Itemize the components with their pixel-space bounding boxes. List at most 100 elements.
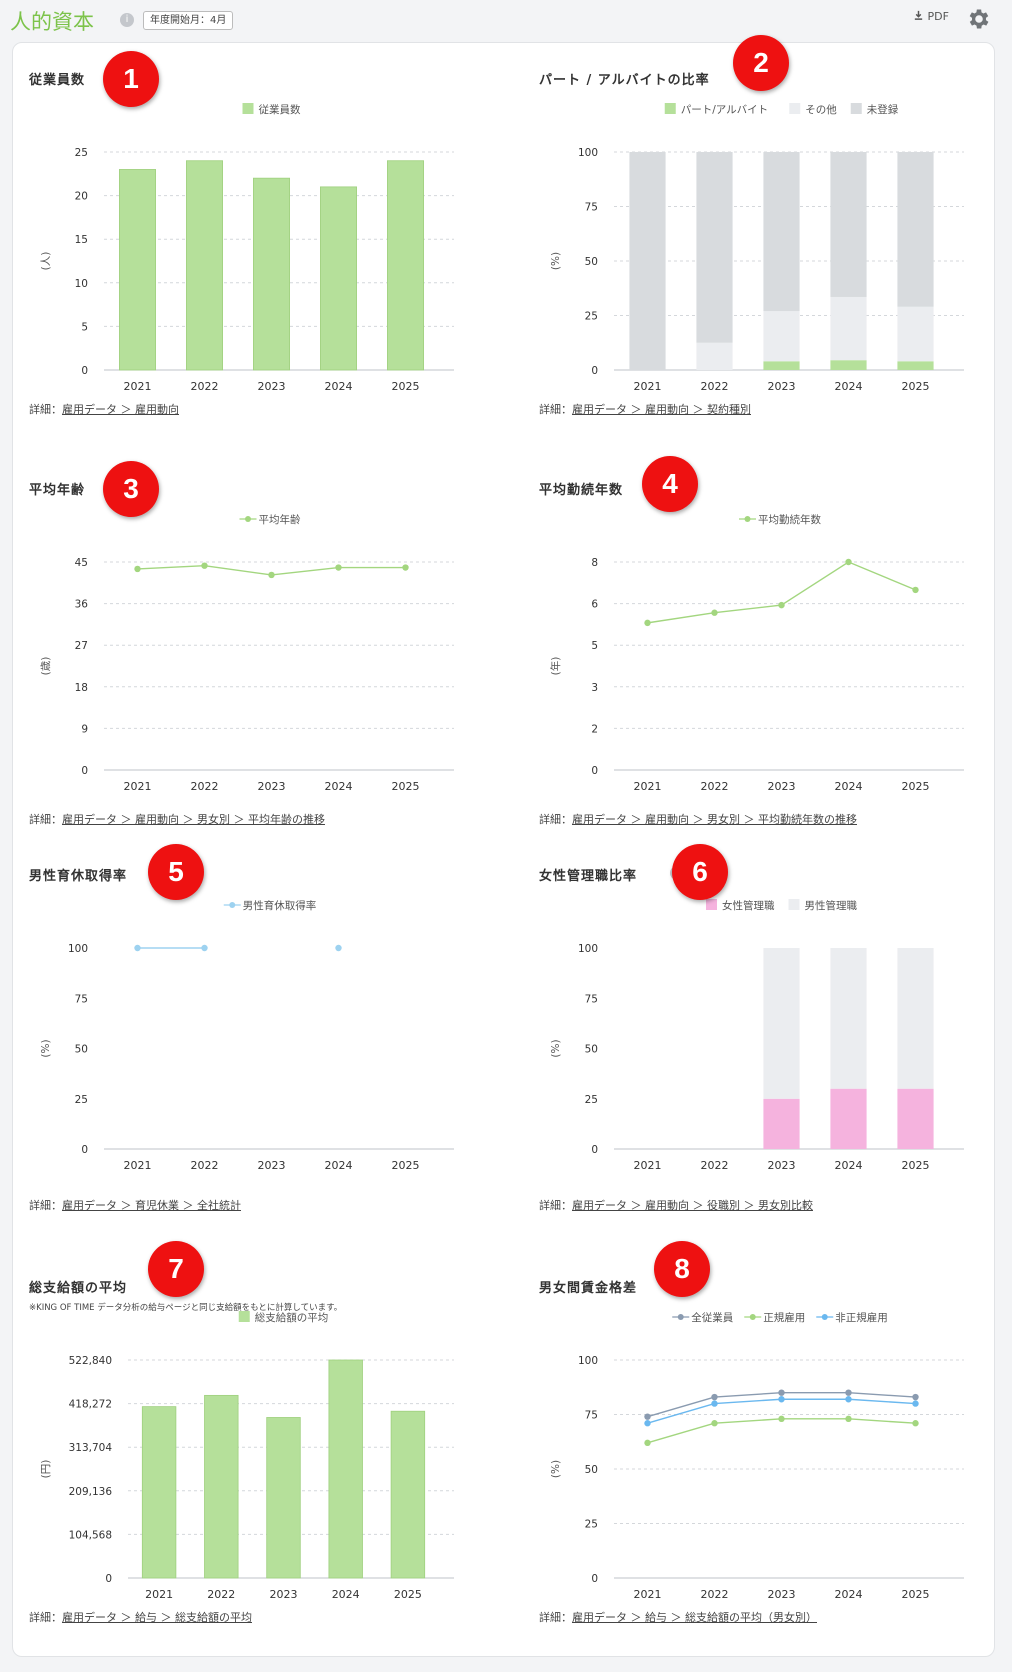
y-tick-label: 0 bbox=[105, 1573, 112, 1585]
y-tick-label: 5 bbox=[81, 321, 88, 333]
data-point bbox=[845, 1389, 852, 1396]
y-tick-label: 50 bbox=[585, 1044, 598, 1056]
gear-icon[interactable] bbox=[966, 6, 992, 32]
x-tick-label: 2024 bbox=[835, 1588, 863, 1601]
x-tick-label: 2023 bbox=[258, 1159, 286, 1172]
legend-label: パート/アルバイト bbox=[681, 104, 768, 116]
detail-link[interactable]: 雇用データ ＞ 雇用動向 ＞ 男女別 ＞ 平均勤続年数の推移 bbox=[572, 813, 857, 826]
data-point bbox=[845, 1396, 852, 1403]
detail-link[interactable]: 雇用データ ＞ 給与 ＞ 総支給額の平均 bbox=[62, 1611, 252, 1624]
x-tick-label: 2021 bbox=[634, 780, 662, 793]
data-point bbox=[268, 571, 275, 579]
legend-label: 従業員数 bbox=[259, 103, 301, 116]
legend-swatch bbox=[850, 103, 862, 114]
y-tick-label: 100 bbox=[578, 147, 598, 159]
x-tick-label: 2025 bbox=[902, 380, 930, 393]
pdf-download-button[interactable]: PDF bbox=[913, 10, 949, 23]
bar bbox=[328, 1359, 363, 1579]
y-tick-label: 10 bbox=[75, 278, 88, 290]
y-tick-label: 209,136 bbox=[69, 1486, 113, 1498]
x-tick-label: 2025 bbox=[394, 1588, 422, 1601]
x-tick-label: 2021 bbox=[634, 1159, 662, 1172]
panel-average-age: 平均年齢 平均年齢 45 36 27 18 9 0 (歳) 2021 2022 2023 2024 20… bbox=[29, 479, 489, 829]
bar bbox=[266, 1417, 301, 1579]
bar bbox=[320, 186, 357, 371]
legend-swatch bbox=[238, 1311, 250, 1322]
panel-title: パート / アルバイトの比率 bbox=[539, 73, 710, 88]
bar bbox=[696, 342, 733, 370]
bar bbox=[629, 152, 666, 370]
data-point bbox=[134, 944, 141, 952]
panel-average-total-pay: 総支給額の平均 ※KING OF TIME データ分析の給与ページと同じ支給額を… bbox=[29, 1277, 489, 1627]
y-axis-label: (%) bbox=[40, 1039, 52, 1057]
x-tick-label: 2021 bbox=[634, 380, 662, 393]
detail-prefix: 詳細： bbox=[539, 1199, 572, 1212]
y-axis-label: (年) bbox=[549, 657, 562, 676]
annotation-badge-2: 2 bbox=[733, 35, 789, 91]
x-tick-label: 2022 bbox=[207, 1588, 235, 1601]
data-point bbox=[711, 1400, 718, 1407]
legend-marker bbox=[749, 1314, 756, 1320]
detail-link[interactable]: 雇用データ ＞ 給与 ＞ 総支給額の平均（男女別） bbox=[572, 1611, 817, 1624]
bar bbox=[204, 1394, 239, 1579]
data-point bbox=[134, 565, 141, 573]
legend-marker bbox=[245, 516, 251, 522]
y-tick-label: 0 bbox=[591, 1144, 598, 1156]
bar bbox=[897, 361, 934, 370]
data-point bbox=[912, 1400, 919, 1407]
legend-marker bbox=[677, 1314, 684, 1320]
x-tick-label: 2021 bbox=[124, 1159, 152, 1172]
legend-marker bbox=[744, 516, 751, 522]
bar bbox=[763, 948, 800, 1099]
bar bbox=[830, 948, 867, 1089]
y-tick-label: 25 bbox=[585, 311, 598, 323]
y-tick-label: 6 bbox=[591, 599, 598, 611]
x-tick-label: 2025 bbox=[392, 780, 420, 793]
detail-link[interactable]: 雇用データ ＞ 雇用動向 ＞ 役職別 ＞ 男女別比較 bbox=[572, 1199, 813, 1212]
y-tick-label: 27 bbox=[75, 640, 88, 652]
detail-link[interactable]: 雇用データ ＞ 雇用動向 ＞ 男女別 ＞ 平均年齢の推移 bbox=[62, 813, 325, 826]
data-point bbox=[644, 1439, 651, 1447]
y-tick-label: 75 bbox=[585, 202, 598, 214]
y-tick-label: 18 bbox=[75, 682, 88, 694]
y-tick-label: 25 bbox=[75, 147, 88, 159]
y-axis-label: (%) bbox=[550, 252, 562, 270]
y-tick-label: 36 bbox=[75, 599, 89, 611]
y-axis-label: (人) bbox=[40, 252, 52, 271]
bar bbox=[830, 1088, 867, 1149]
data-point bbox=[201, 562, 208, 569]
x-tick-label: 2025 bbox=[392, 380, 420, 393]
series-line bbox=[647, 1418, 916, 1444]
data-point bbox=[778, 1396, 785, 1403]
data-point bbox=[201, 944, 208, 952]
legend-marker bbox=[229, 902, 236, 908]
y-axis-label: (円) bbox=[40, 1460, 52, 1479]
y-tick-label: 25 bbox=[75, 1094, 88, 1106]
panel-note: ※KING OF TIME データ分析の給与ページと同じ支給額をもとに計算してい… bbox=[29, 1303, 343, 1313]
detail-link[interactable]: 雇用データ ＞ 育児休業 ＞ 全社統計 bbox=[62, 1199, 241, 1212]
legend-label: 非正規雇用 bbox=[835, 1311, 888, 1324]
detail-line: 詳細：雇用データ ＞ 給与 ＞ 総支給額の平均（男女別） bbox=[539, 1609, 817, 1625]
bar bbox=[763, 152, 800, 312]
bar bbox=[897, 1088, 934, 1149]
info-icon[interactable]: i bbox=[120, 13, 134, 27]
average-total-pay-chart: 総支給額の平均 522,840 418,272 313,704 209,136 104,5… bbox=[40, 1311, 454, 1601]
female-manager-ratio-chart: 女性管理職 男性管理職 100 75 50 25 0 (%) 2021 2022 2023 2024 2… bbox=[550, 899, 964, 1172]
pdf-label: PDF bbox=[927, 10, 949, 23]
legend-label: その他 bbox=[805, 103, 837, 116]
legend-label: 正規雇用 bbox=[763, 1311, 805, 1324]
legend-label: 全従業員 bbox=[691, 1311, 733, 1324]
detail-link[interactable]: 雇用データ ＞ 雇用動向 bbox=[62, 403, 179, 416]
x-tick-label: 2021 bbox=[145, 1588, 173, 1601]
data-point bbox=[912, 1420, 919, 1427]
annotation-badge-8: 8 bbox=[654, 1241, 710, 1297]
y-tick-label: 104,568 bbox=[69, 1529, 112, 1541]
x-tick-label: 2021 bbox=[124, 780, 152, 793]
data-point bbox=[778, 601, 785, 609]
detail-link[interactable]: 雇用データ ＞ 雇用動向 ＞ 契約種別 bbox=[572, 403, 751, 416]
panel-male-childcare-leave: 男性育休取得率 男性育休取得率 100 75 50 25 0 (%) 2021 2022 2023… bbox=[29, 865, 489, 1215]
legend-label: 総支給額の平均 bbox=[255, 1311, 329, 1324]
x-tick-label: 2021 bbox=[124, 380, 152, 393]
data-point bbox=[644, 1413, 651, 1420]
y-tick-label: 8 bbox=[591, 557, 598, 569]
